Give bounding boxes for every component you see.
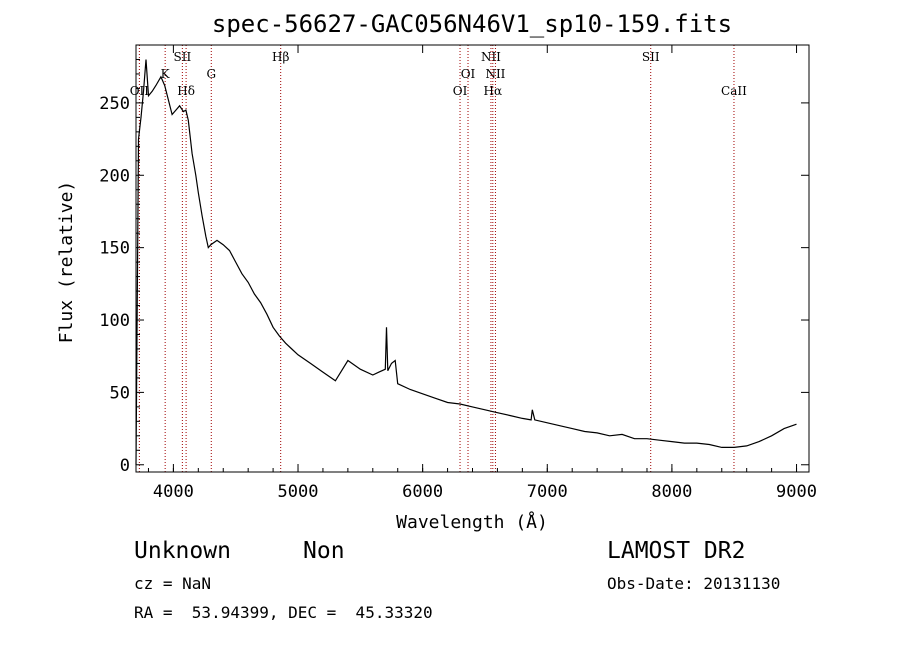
line-label-12: CaII [721, 84, 747, 98]
x-tick-label-5: 9000 [776, 482, 817, 502]
x-tick-label-2: 6000 [402, 482, 443, 502]
object-class: Unknown [134, 538, 231, 564]
y-tick-label-3: 150 [99, 239, 130, 259]
observation-date: Obs-Date: 20131130 [607, 574, 781, 593]
line-label-1: K [161, 67, 171, 81]
y-axis-label: Flux (relative) [56, 181, 77, 344]
object-subclass: Non [303, 538, 345, 564]
y-axis: 0 50 100 150 200 250 [99, 58, 809, 476]
x-tick-label-3: 7000 [527, 482, 568, 502]
line-label-9: NII [485, 67, 505, 81]
y-tick-label-2: 100 [99, 311, 130, 331]
spectrum-series [135, 59, 797, 465]
line-label-4: G [206, 67, 216, 81]
line-label-7: OI [461, 67, 476, 81]
line-label-8: NII [481, 50, 501, 64]
plot-area [135, 59, 797, 465]
spectrum-chart: spec-56627-GAC056N46V1_sp10-159.fits OII… [56, 10, 817, 533]
y-tick-label-0: 0 [120, 456, 130, 476]
plot-frame [135, 44, 810, 473]
line-label-2: Hδ [177, 84, 195, 98]
line-label-3: SII [174, 50, 192, 64]
x-tick-label-0: 4000 [153, 482, 194, 502]
x-axis-label: Wavelength (Å) [396, 511, 548, 533]
redshift-cz: cz = NaN [134, 574, 212, 593]
y-tick-label-5: 250 [99, 94, 130, 114]
chart-title: spec-56627-GAC056N46V1_sp10-159.fits [212, 10, 732, 38]
line-label-11: SII [642, 50, 660, 64]
ra-dec-coordinates: RA = 53.94399, DEC = 45.33320 [134, 603, 433, 622]
line-label-0: OII [130, 84, 150, 98]
x-tick-label-4: 8000 [651, 482, 692, 502]
x-axis: 4000 5000 6000 7000 8000 9000 [147, 45, 817, 502]
line-label-5: Hβ [272, 50, 289, 64]
line-label-10: Hα [484, 84, 503, 98]
y-tick-label-4: 200 [99, 166, 130, 186]
line-label-6: OI [453, 84, 468, 98]
survey-name: LAMOST DR2 [607, 538, 746, 564]
y-tick-label-1: 50 [110, 383, 130, 403]
x-tick-label-1: 5000 [278, 482, 319, 502]
emission-lines-layer: OII K Hδ SII G Hβ OI OI NII NII Hα SII CaII [130, 45, 747, 472]
